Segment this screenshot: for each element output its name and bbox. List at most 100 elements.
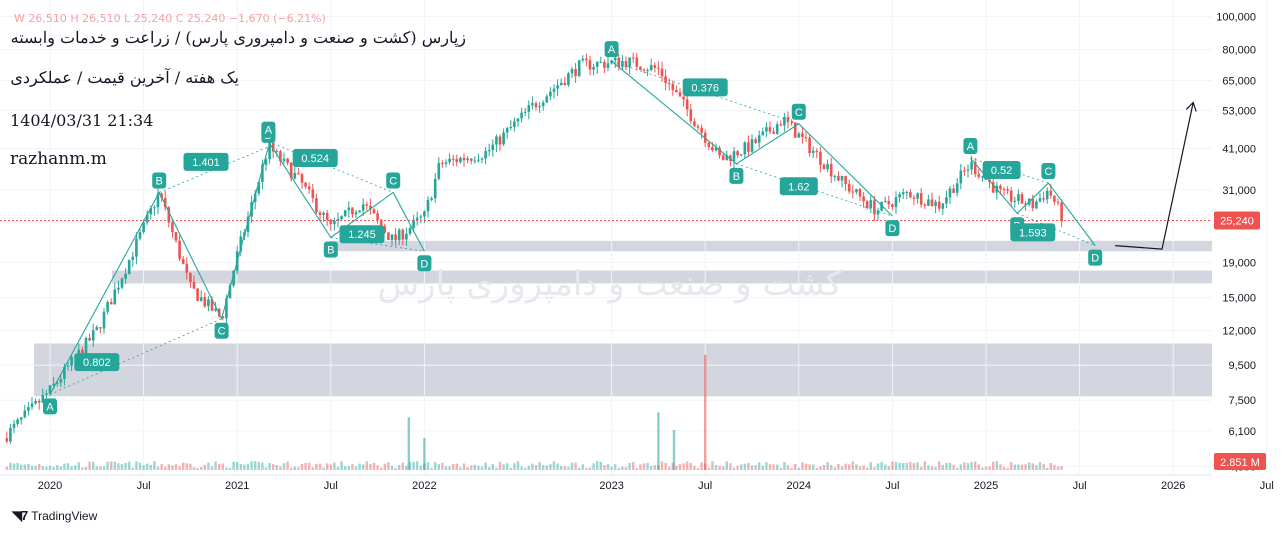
candle-body xyxy=(178,240,181,259)
candle-body xyxy=(1013,200,1017,202)
candle-body xyxy=(203,297,207,307)
candle-body xyxy=(354,212,358,215)
candle-body xyxy=(19,417,23,420)
volume-bar xyxy=(556,463,559,470)
candle-body xyxy=(829,163,833,177)
volume-bar xyxy=(344,466,347,470)
candle-body xyxy=(1053,195,1056,202)
candle-body xyxy=(793,122,797,138)
volume-bar xyxy=(578,467,581,470)
axis-badges: 25,240 2.851 M xyxy=(1214,211,1266,470)
candle-body xyxy=(448,158,451,163)
candle-body xyxy=(423,211,426,217)
candle-body xyxy=(657,67,660,69)
candle-body xyxy=(145,214,149,223)
candle-body xyxy=(5,438,9,442)
volume-bar xyxy=(534,464,538,470)
volume-bar xyxy=(819,466,822,470)
volume-bar xyxy=(153,461,156,470)
candle-body xyxy=(952,188,955,193)
volume-bar xyxy=(804,463,808,470)
volume-bar xyxy=(120,464,124,470)
candle-body xyxy=(412,219,415,229)
volume-bar xyxy=(844,463,847,470)
candle-body xyxy=(891,204,894,208)
volume-bar xyxy=(754,465,757,470)
candle-body xyxy=(333,220,336,224)
volume-bar xyxy=(603,465,606,470)
time-tick-label: 2023 xyxy=(599,480,623,492)
volume-bar xyxy=(455,463,458,470)
volume-bar xyxy=(99,466,102,470)
volume-badge xyxy=(1214,453,1266,470)
volume-bar xyxy=(326,463,329,470)
price-tick-label: 31,000 xyxy=(1222,185,1256,197)
volume-bar xyxy=(639,464,642,470)
candle-body xyxy=(257,182,261,194)
volume-bar xyxy=(113,461,116,470)
volume-bar xyxy=(848,464,851,470)
volume-bar xyxy=(131,467,134,470)
candle-body xyxy=(804,137,808,139)
volume-bar xyxy=(362,464,365,470)
candle-body xyxy=(559,82,563,86)
candle-body xyxy=(318,212,322,215)
volume-bar xyxy=(988,466,991,470)
volume-bar xyxy=(318,463,322,470)
volume-bar xyxy=(858,466,862,470)
volume-bar xyxy=(938,461,941,470)
candle-body xyxy=(329,219,333,224)
time-axis[interactable]: 2020 Jul 2021 Jul 2022 2023 Jul 2024 Jul 2025 Jul 2… xyxy=(0,474,1274,492)
candle-body xyxy=(873,200,876,215)
volume-bar xyxy=(912,463,916,470)
candle-body xyxy=(660,68,664,77)
volume-bar xyxy=(135,461,138,470)
last-price-badge xyxy=(1214,211,1260,230)
ratio-label: 1.245 xyxy=(348,229,376,241)
candle-body xyxy=(761,131,765,136)
wave-label: C xyxy=(1044,166,1052,178)
volume-bar xyxy=(16,463,19,470)
volume-bar xyxy=(945,463,948,470)
candle-body xyxy=(358,210,361,213)
candle-body xyxy=(523,111,527,113)
candle-body xyxy=(693,121,696,127)
volume-bar xyxy=(434,462,437,470)
volume-bar xyxy=(743,463,746,470)
volume-bar xyxy=(138,462,142,470)
time-tick-label: Jul xyxy=(1073,480,1087,492)
volume-bar xyxy=(164,466,167,470)
candle-body xyxy=(948,188,952,198)
volume-bar xyxy=(520,466,523,470)
wave-label-box xyxy=(152,172,167,189)
volume-bar xyxy=(390,465,394,470)
candle-body xyxy=(210,299,214,311)
wave-line xyxy=(49,146,269,395)
volume-bar xyxy=(711,461,714,470)
volume-bar xyxy=(696,467,700,470)
candle-body xyxy=(790,122,793,124)
price-tick-label: 53,000 xyxy=(1222,106,1256,118)
volume-bar xyxy=(570,462,574,470)
candle-body xyxy=(196,288,199,301)
volume-bar xyxy=(606,464,610,470)
volume-bar xyxy=(117,463,120,470)
volume-bar xyxy=(614,464,617,470)
volume-bar xyxy=(650,466,653,470)
candle-body xyxy=(570,68,574,74)
price-axis[interactable]: 4,8006,1007,5009,50012,00015,00019,00025… xyxy=(1216,12,1256,474)
volume-bar xyxy=(92,461,95,470)
candle-body xyxy=(361,204,365,211)
volume-bar xyxy=(282,463,286,470)
candle-body xyxy=(189,272,192,283)
volume-bar xyxy=(761,465,764,470)
candle-body xyxy=(599,61,603,63)
candle-body xyxy=(365,204,369,206)
volume-bar xyxy=(797,467,800,470)
volume-bar xyxy=(963,462,966,470)
tradingview-logo[interactable]: ◥7 TradingView xyxy=(12,508,97,524)
candle-body xyxy=(261,164,264,183)
candle-body xyxy=(534,103,538,108)
candle-body xyxy=(653,65,657,68)
